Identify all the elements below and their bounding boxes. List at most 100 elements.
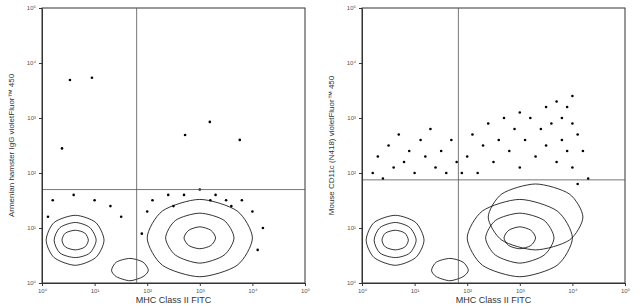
event-dot [576,133,579,136]
x-tick: 10¹ [91,283,100,294]
event-dot [555,161,558,164]
x-tick: 10³ [196,283,205,294]
event-dot [93,199,96,202]
event-dot [167,194,170,197]
y-tick-label: 10⁵ [347,5,357,11]
event-dot [61,147,64,150]
event-dot [497,139,500,142]
plot-frame [42,8,305,283]
event-dot [524,139,527,142]
x-tick-label: 10⁴ [568,288,578,294]
x-tick: 10⁴ [568,283,578,294]
event-dot [582,150,585,153]
event-dot [69,79,72,82]
x-tick-label: 10⁰ [38,288,48,294]
event-dot [555,100,558,103]
y-tick-label: 10⁵ [27,5,37,11]
event-dot [214,194,217,197]
x-tick: 10⁴ [248,283,258,294]
event-dot [256,249,259,252]
y-tick-mark [359,118,362,119]
x-tick-label: 10⁴ [248,288,258,294]
y-tick: 10¹ [347,225,362,231]
y-tick-label: 10¹ [347,225,356,231]
contour-line [184,227,216,249]
x-tick-mark [305,283,306,286]
x-tick: 10⁰ [358,283,368,294]
event-dot [241,199,244,202]
y-tick: 10³ [347,115,362,121]
contour-line [54,222,96,257]
event-dot [571,166,574,169]
x-tick-mark [200,283,201,286]
panel: 10⁰10¹10²10³10⁴10⁵10⁰10¹10²10³10⁴10⁵MHC … [7,5,311,305]
event-dot [251,210,254,213]
event-dot [238,139,241,142]
x-tick-label: 10⁵ [301,288,311,294]
gate-line [42,189,305,190]
event-dot [550,122,553,125]
x-tick-label: 10³ [196,288,205,294]
y-tick-label: 10¹ [27,225,36,231]
contour-line [147,199,252,276]
event-dot [47,215,50,218]
event-dot [120,215,123,218]
event-dot [561,117,564,120]
gate-line [458,8,459,283]
event-dot [371,172,374,175]
y-tick-mark [39,228,42,229]
event-dot [534,155,537,158]
y-tick-mark [359,173,362,174]
event-dot [450,139,453,142]
event-dot [476,172,479,175]
y-tick-mark [359,8,362,9]
x-tick-label: 10¹ [91,288,100,294]
contour-line [46,215,104,265]
event-dot [561,139,564,142]
event-dot [492,161,495,164]
y-axis-title: Armenian hamster IgG violetFluor™ 450 [7,73,16,217]
plot-area [362,8,625,283]
event-dot [403,161,406,164]
event-dot [566,150,569,153]
event-dot [151,199,154,202]
x-tick: 10² [463,283,472,294]
event-dot [262,227,265,230]
y-tick: 10⁴ [27,60,42,66]
y-tick: 10³ [27,115,42,121]
event-dot [146,210,149,213]
x-tick: 10⁰ [38,283,48,294]
event-dot [576,183,579,186]
y-tick: 10⁴ [347,60,362,66]
y-tick-label: 10³ [347,115,356,121]
contour-line [504,227,536,249]
event-dot [461,172,464,175]
y-tick-mark [39,63,42,64]
event-dot [471,133,474,136]
event-dot [183,194,186,197]
event-dot [413,172,416,175]
event-dot [445,172,448,175]
x-axis-title: MHC Class II FITC [456,295,532,305]
x-axis-title: MHC Class II FITC [136,295,212,305]
contour-line [112,258,149,280]
x-tick: 10² [143,283,152,294]
x-tick: 10³ [516,283,525,294]
y-tick-label: 10⁰ [27,280,37,286]
contour-line [467,199,572,276]
y-axis: 10⁰10¹10²10³10⁴10⁵ [27,5,43,286]
event-dot [540,128,543,131]
event-dot [51,199,54,202]
contour-line [382,230,408,250]
y-tick: 10¹ [27,225,42,231]
x-axis-line [43,283,306,284]
y-tick-mark [39,283,42,284]
y-tick-mark [39,118,42,119]
event-dot [487,122,490,125]
x-axis-line [363,283,626,284]
panel: 10⁰10¹10²10³10⁴10⁵10⁰10¹10²10³10⁴10⁵MHC … [327,5,631,305]
event-dot [434,166,437,169]
event-dot [141,232,144,235]
contour-line [366,215,424,265]
event-dot [519,166,522,169]
